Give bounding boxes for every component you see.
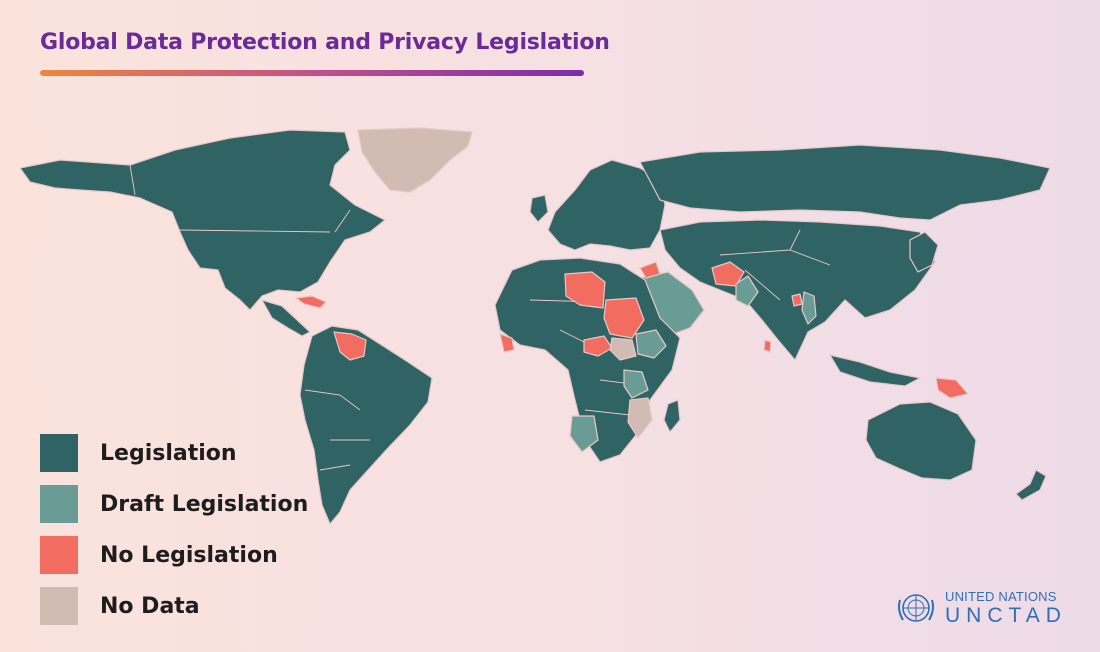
namibia	[569, 415, 599, 453]
australia	[865, 401, 977, 481]
madagascar	[663, 399, 681, 433]
legend-swatch	[40, 587, 78, 625]
north-america	[19, 129, 386, 311]
indonesia	[829, 354, 921, 387]
central-african-rep	[583, 335, 613, 357]
legend-item-no-legislation: No Legislation	[40, 536, 308, 574]
venezuela	[333, 331, 367, 361]
legend-swatch	[40, 434, 78, 472]
legend: Legislation Draft Legislation No Legisla…	[40, 434, 308, 638]
south-sudan	[609, 337, 637, 361]
liberia	[499, 333, 515, 353]
legend-swatch	[40, 536, 78, 574]
title-underline	[40, 70, 584, 76]
japan	[909, 231, 939, 273]
legend-item-legislation: Legislation	[40, 434, 308, 472]
cuba	[295, 295, 327, 309]
russia	[639, 144, 1051, 221]
papua-new-guinea	[935, 377, 969, 399]
legend-label: No Data	[100, 593, 200, 619]
asia	[659, 219, 936, 361]
legend-label: Draft Legislation	[100, 491, 309, 517]
ethiopia	[635, 329, 667, 359]
legend-item-draft: Draft Legislation	[40, 485, 308, 523]
legend-label: Legislation	[100, 440, 237, 466]
libya	[564, 271, 606, 309]
map-title: Global Data Protection and Privacy Legis…	[40, 30, 610, 55]
afghanistan	[711, 261, 745, 287]
south-america	[299, 325, 433, 525]
bangladesh	[791, 293, 803, 307]
unctad-logo: UNITED NATIONS UNCTAD	[895, 588, 1067, 628]
legend-item-no-data: No Data	[40, 587, 308, 625]
logo-line-2: UNCTAD	[945, 604, 1067, 627]
legend-swatch	[40, 485, 78, 523]
un-emblem-icon	[898, 594, 934, 622]
tanzania	[623, 369, 649, 399]
sudan	[603, 297, 645, 339]
logo-line-1: UNITED NATIONS	[945, 589, 1057, 604]
central-america	[261, 299, 311, 337]
new-zealand	[1015, 469, 1047, 501]
legend-label: No Legislation	[100, 542, 278, 568]
sri-lanka	[763, 339, 772, 353]
syria	[639, 261, 661, 279]
myanmar	[801, 291, 817, 325]
greenland	[357, 127, 473, 193]
uk	[529, 194, 549, 223]
europe	[547, 159, 666, 251]
pakistan	[735, 275, 759, 307]
mozambique	[627, 397, 653, 439]
